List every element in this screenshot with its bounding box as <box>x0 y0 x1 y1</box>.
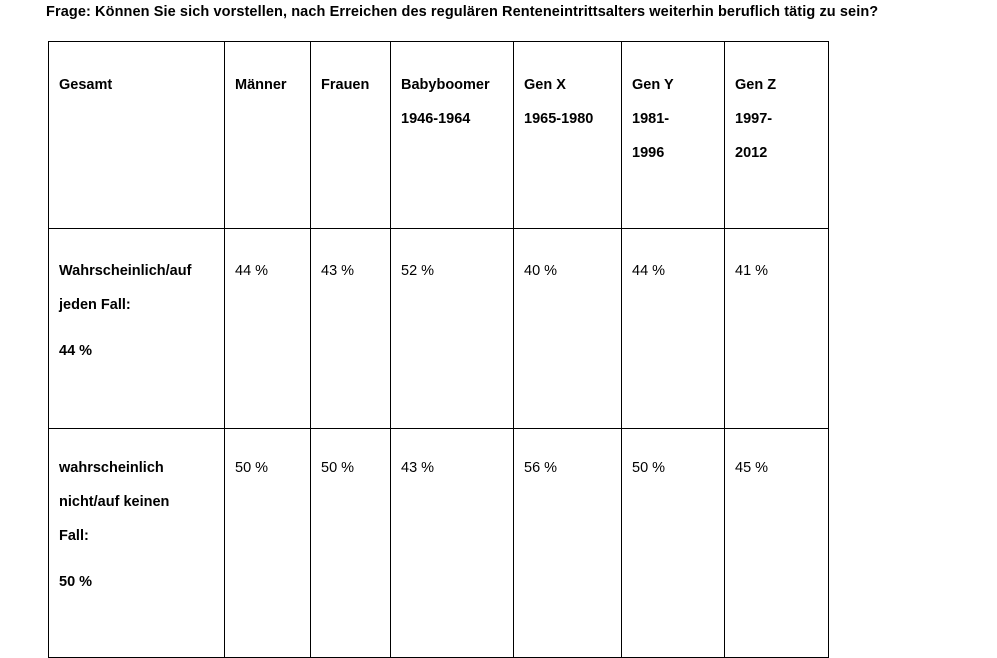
value-cell-gen-z: 45 % <box>724 428 829 658</box>
value-cell-babyboomer: 52 % <box>390 228 514 429</box>
value: 50 % <box>632 460 666 476</box>
row-label-cell: wahrscheinlich nicht/auf keinen Fall: 50… <box>48 428 225 658</box>
value: 50 % <box>235 460 269 476</box>
value-cell-frauen: 43 % <box>310 228 391 429</box>
header-label: Gen X <box>524 77 566 93</box>
header-years-start: 1997- <box>735 111 773 127</box>
value-cell-gen-x: 56 % <box>513 428 622 658</box>
row-label-line: wahrscheinlich <box>59 460 164 476</box>
value-cell-gen-y: 44 % <box>621 228 725 429</box>
header-cell-gesamt: Gesamt <box>48 41 225 229</box>
header-label: Gesamt <box>59 77 113 93</box>
value: 50 % <box>321 460 355 476</box>
value: 41 % <box>735 263 769 279</box>
header-cell-gen-x: Gen X 1965-1980 <box>513 41 622 229</box>
table-row: Wahrscheinlich/auf jeden Fall: 44 % 44 %… <box>48 228 829 429</box>
header-label: Männer <box>235 77 287 93</box>
value-cell-maenner: 44 % <box>224 228 311 429</box>
header-years: 1965-1980 <box>524 111 594 127</box>
header-label: Babyboomer <box>401 77 490 93</box>
header-years: 1946-1964 <box>401 111 471 127</box>
value: 45 % <box>735 460 769 476</box>
table-row: wahrscheinlich nicht/auf keinen Fall: 50… <box>48 428 829 658</box>
row-label-line: nicht/auf keinen <box>59 494 170 510</box>
value-cell-frauen: 50 % <box>310 428 391 658</box>
header-years-start: 1981- <box>632 111 670 127</box>
row-total: 50 % <box>59 574 93 590</box>
header-label: Frauen <box>321 77 370 93</box>
value: 44 % <box>632 263 666 279</box>
header-label: Gen Z <box>735 77 777 93</box>
value: 44 % <box>235 263 269 279</box>
value-cell-gen-x: 40 % <box>513 228 622 429</box>
value-cell-gen-z: 41 % <box>724 228 829 429</box>
value: 52 % <box>401 263 435 279</box>
value-cell-gen-y: 50 % <box>621 428 725 658</box>
row-label-line: jeden Fall: <box>59 297 131 313</box>
value: 56 % <box>524 460 558 476</box>
table-header-row: Gesamt Männer Frauen Babyboomer 1946-196… <box>48 41 829 229</box>
header-cell-gen-y: Gen Y 1981- 1996 <box>621 41 725 229</box>
survey-question: Frage: Können Sie sich vorstellen, nach … <box>46 4 879 20</box>
header-label: Gen Y <box>632 77 674 93</box>
value: 40 % <box>524 263 558 279</box>
value-cell-babyboomer: 43 % <box>390 428 514 658</box>
value: 43 % <box>401 460 435 476</box>
header-cell-frauen: Frauen <box>310 41 391 229</box>
row-label-line: Wahrscheinlich/auf <box>59 263 192 279</box>
row-total: 44 % <box>59 343 93 359</box>
header-cell-babyboomer: Babyboomer 1946-1964 <box>390 41 514 229</box>
survey-table: Gesamt Männer Frauen Babyboomer 1946-196… <box>48 41 829 658</box>
header-cell-gen-z: Gen Z 1997- 2012 <box>724 41 829 229</box>
header-years-end: 2012 <box>735 145 768 161</box>
value: 43 % <box>321 263 355 279</box>
header-years-end: 1996 <box>632 145 665 161</box>
row-label-line: Fall: <box>59 528 89 544</box>
value-cell-maenner: 50 % <box>224 428 311 658</box>
row-label-cell: Wahrscheinlich/auf jeden Fall: 44 % <box>48 228 225 429</box>
header-cell-maenner: Männer <box>224 41 311 229</box>
